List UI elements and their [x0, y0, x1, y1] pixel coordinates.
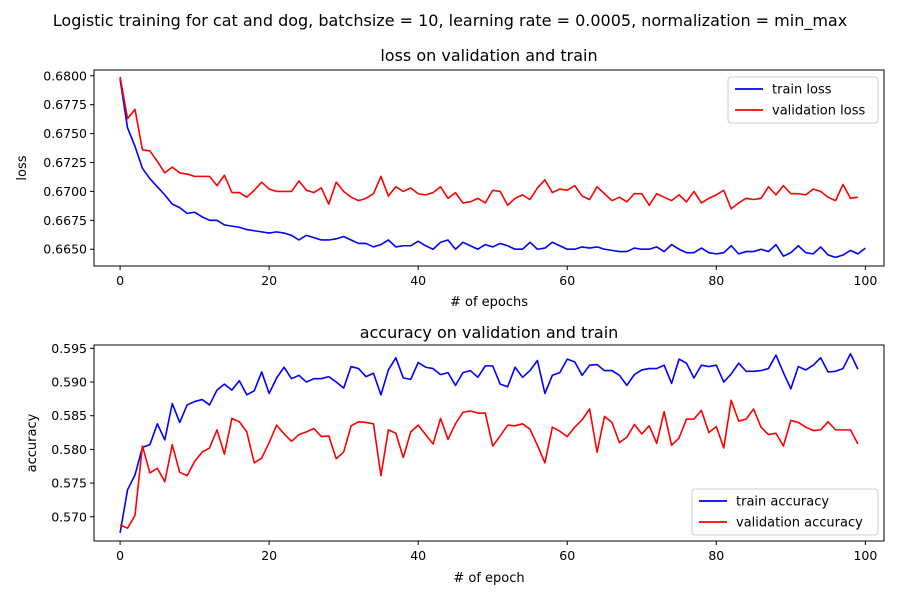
y-tick-label: 0.6775 [43, 97, 87, 112]
legend-entry: train accuracy [736, 495, 829, 510]
x-axis-label: # of epochs [450, 295, 528, 310]
legend-entry: validation accuracy [736, 516, 863, 531]
legend-entry: train loss [772, 83, 832, 98]
y-tick-label: 0.6725 [43, 155, 87, 170]
x-tick-label: 80 [708, 273, 724, 288]
y-tick-label: 0.575 [51, 476, 87, 491]
legend-box [727, 76, 879, 124]
series-line-validation-loss [119, 76, 859, 210]
x-axis-label: # of epoch [453, 571, 524, 586]
x-tick-label: 20 [261, 273, 277, 288]
x-tick-label: 80 [708, 548, 724, 563]
y-axis-label: accuracy [25, 413, 40, 472]
x-tick-label: 40 [410, 273, 426, 288]
chart-title: accuracy on validation and train [360, 323, 619, 342]
y-tick-label: 0.585 [51, 408, 87, 423]
series-line-train-loss [119, 79, 866, 259]
series-line-train-accuracy [119, 352, 859, 534]
x-tick-label: 60 [559, 548, 575, 563]
x-tick-label: 100 [853, 548, 877, 563]
legend: train accuracy validation accuracy [691, 488, 879, 536]
x-tick-label: 20 [261, 548, 277, 563]
series-line-validation-accuracy [119, 399, 859, 530]
y-tick-label: 0.6650 [43, 242, 87, 257]
legend-entry: validation loss [772, 104, 865, 119]
y-tick-label: 0.570 [51, 509, 87, 524]
y-tick-label: 0.6800 [43, 68, 87, 83]
x-tick-label: 0 [116, 548, 124, 563]
x-tick-label: 100 [853, 273, 877, 288]
loss-chart: loss on validation and train 0 20 40 60 80 100… [15, 46, 885, 310]
y-tick-label: 0.6675 [43, 213, 87, 228]
legend-box [691, 488, 879, 536]
y-axis-label: loss [15, 155, 30, 180]
plot-frame [93, 344, 885, 542]
x-tick-label: 0 [116, 273, 124, 288]
y-tick-label: 0.595 [51, 341, 87, 356]
y-tick-label: 0.590 [51, 375, 87, 390]
x-tick-label: 40 [410, 548, 426, 563]
y-tick-label: 0.6700 [43, 184, 87, 199]
accuracy-chart: accuracy on validation and train 0 20 40 60 8… [25, 323, 885, 586]
y-tick-label: 0.580 [51, 442, 87, 457]
plot-frame [93, 69, 885, 267]
y-tick-label: 0.6750 [43, 126, 87, 141]
figure-suptitle: Logistic training for cat and dog, batch… [53, 11, 847, 31]
chart-title: loss on validation and train [380, 46, 597, 65]
legend: train loss validation loss [727, 76, 879, 124]
x-tick-label: 60 [559, 273, 575, 288]
